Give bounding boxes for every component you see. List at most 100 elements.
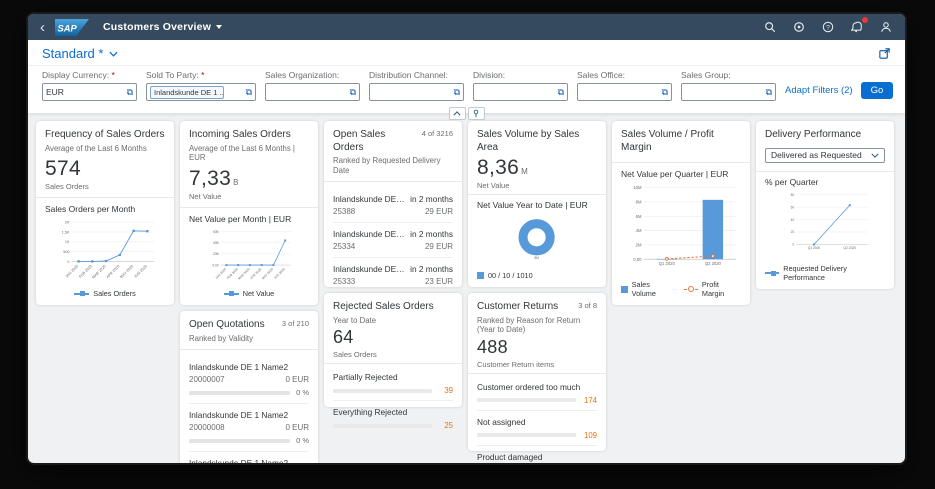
display-currency-input[interactable] [46, 87, 127, 97]
line-chart: 0 20 40 60 80 Q1 2020 Q2 2020 [791, 192, 868, 249]
svg-text:JUN 2020: JUN 2020 [133, 265, 148, 280]
value-help-icon[interactable]: ⧉ [661, 86, 668, 97]
list-item[interactable]: Inlandskunde DE 1 Name2 20000008 0 EUR 0 … [189, 404, 309, 453]
card-open-sales-orders[interactable]: Open Sales Orders 4 of 3216 Ranked by Re… [324, 121, 462, 321]
card-subtitle: Average of the Last 6 Months [45, 143, 147, 153]
list-item[interactable]: Inlandskunde DE 1 Name2 200000090 EUR 0 … [189, 452, 309, 463]
sales-organization-input[interactable] [269, 87, 350, 97]
value-help-icon[interactable]: ⧉ [453, 86, 460, 97]
filter-bar: Standard * Display Currency: * ⧉ Sold To… [28, 40, 905, 120]
svg-text:20: 20 [791, 230, 795, 234]
filter-field-display-currency: Display Currency: * ⧉ [42, 70, 137, 101]
shell-bar: ‹ SAP Customers Overview ? [28, 14, 905, 40]
value-help-icon[interactable]: ⧉ [349, 86, 356, 97]
list-item[interactable]: Inlandskunde DE 1 Nam... 25333 in 2 month… [333, 258, 453, 294]
back-icon[interactable]: ‹ [40, 18, 45, 36]
quotation-name: Inlandskunde DE 1 Name2 [189, 362, 289, 373]
delivery-filter-dropdown[interactable]: Delivered as Requested [765, 147, 885, 163]
bar-track [333, 423, 432, 428]
comparison-row[interactable]: Customer ordered too much 174 [477, 376, 597, 411]
order-id: 25334 [333, 242, 356, 252]
chart-title: Net Value per Month | EUR [189, 213, 292, 224]
order-amount: 29 EUR [424, 207, 453, 217]
app-title[interactable]: Customers Overview [103, 21, 223, 33]
value-help-icon[interactable]: ⧉ [765, 86, 772, 97]
variant-selector[interactable]: Standard * [42, 46, 118, 61]
card-customer-returns[interactable]: Customer Returns 3 of 8 Ranked by Reason… [468, 293, 606, 462]
search-icon[interactable] [763, 20, 777, 34]
quotation-value: 0 EUR [285, 375, 309, 385]
filter-field-distribution-channel: Distribution Channel: ⧉ [369, 70, 464, 101]
comparison-row[interactable]: Everything Rejected 25 [333, 401, 453, 435]
comparison-row[interactable]: Product damaged 103 [477, 446, 597, 463]
help-icon[interactable]: ? [821, 20, 835, 34]
required-mark: * [201, 70, 205, 80]
card-title: Rejected Sales Orders [333, 301, 434, 312]
card-frequency-of-sales-orders[interactable]: Frequency of Sales Orders Average of the… [36, 121, 174, 305]
svg-text:MAY 2020: MAY 2020 [119, 265, 134, 280]
svg-text:1K: 1K [65, 240, 70, 244]
copilot-icon[interactable] [792, 20, 806, 34]
progress-bar [189, 390, 291, 395]
legend-label: Profit Margin [701, 280, 725, 298]
bar-value: 39 [444, 386, 453, 396]
sold-to-party-token[interactable]: Inlandskunde DE 1 ... ✕ [150, 85, 224, 99]
svg-text:Q1 2020: Q1 2020 [808, 245, 821, 249]
legend-line-marker [223, 291, 239, 296]
bar-track [477, 398, 576, 403]
svg-text:MAR 2020: MAR 2020 [237, 267, 251, 281]
svg-text:0: 0 [67, 260, 69, 264]
legend-line-marker [765, 270, 780, 276]
filter-label: Sold To Party: [146, 70, 199, 80]
comparison-row[interactable]: Not assigned 109 [477, 411, 597, 446]
value-help-icon[interactable]: ⧉ [245, 86, 252, 97]
share-icon[interactable] [878, 47, 891, 60]
card-sales-volume-by-sales-area[interactable]: Sales Volume by Sales Area 8,36 M Net Val… [468, 121, 606, 287]
list-item[interactable]: Inlandskunde DE 1 Name2 20000007 0 EUR 0 … [189, 356, 309, 405]
svg-text:8M: 8M [636, 200, 642, 205]
sales-group-input[interactable] [685, 87, 766, 97]
bar-label: Product damaged [477, 451, 543, 462]
card-subtitle: Ranked by Validity [189, 333, 253, 343]
svg-text:Q1 2020: Q1 2020 [659, 261, 676, 266]
value-help-icon[interactable]: ⧉ [126, 86, 133, 97]
list-item[interactable]: Inlandskunde DE 1 Nam... 25334 in 2 month… [333, 223, 453, 259]
value-help-icon[interactable]: ⧉ [557, 86, 564, 97]
card-rejected-sales-orders[interactable]: Rejected Sales Orders Year to Date 64 Sa… [324, 293, 462, 430]
notifications-bell-icon[interactable] [850, 16, 869, 34]
comparison-row[interactable]: Partially Rejected 39 [333, 366, 453, 402]
filter-label: Sales Organization: [265, 70, 340, 80]
svg-text:APR 2020: APR 2020 [106, 265, 121, 280]
svg-text:JUN 2020: JUN 2020 [273, 267, 286, 280]
sales-office-input[interactable] [581, 87, 662, 97]
svg-text:SAP: SAP [58, 23, 78, 33]
card-incoming-sales-orders[interactable]: Incoming Sales Orders Average of the Las… [180, 121, 318, 305]
distribution-channel-input[interactable] [373, 87, 454, 97]
card-subtitle: Ranked by Reason for Return (Year to Dat… [477, 315, 581, 335]
card-open-quotations[interactable]: Open Quotations 3 of 210 Ranked by Valid… [180, 311, 318, 463]
profile-avatar-icon[interactable] [879, 20, 893, 34]
svg-text:?: ? [826, 25, 830, 32]
app-window: ‹ SAP Customers Overview ? [28, 14, 905, 463]
division-input[interactable] [477, 87, 558, 97]
order-name: Inlandskunde DE 1 Nam... [333, 264, 405, 275]
card-title: Customer Returns [477, 301, 559, 312]
svg-text:APR 2020: APR 2020 [249, 267, 262, 280]
pin-header-button[interactable] [467, 107, 485, 120]
chart-title: Sales Orders per Month [45, 204, 136, 215]
card-sales-volume-profit-margin[interactable]: Sales Volume / Profit Margin Net Value p… [612, 121, 750, 305]
quotation-name: Inlandskunde DE 1 Name2 [189, 458, 309, 463]
kpi-label: Sales Orders [333, 350, 377, 360]
go-button[interactable]: Go [860, 82, 894, 99]
svg-text:80: 80 [791, 192, 795, 196]
collapse-header-button[interactable] [448, 107, 466, 120]
card-title: Sales Volume / Profit Margin [621, 129, 714, 153]
adapt-filters-link[interactable]: Adapt Filters (2) [785, 85, 853, 96]
card-title: Delivery Performance [765, 129, 862, 140]
filter-label: Display Currency: [42, 70, 110, 80]
svg-text:8M: 8M [535, 256, 540, 260]
list-item[interactable]: Inlandskunde DE 1 Nam... 25388 in 2 month… [333, 188, 453, 224]
card-delivery-performance[interactable]: Delivery Performance Delivered as Reques… [756, 121, 894, 289]
card-count: 3 of 210 [281, 319, 309, 328]
card-title: Open Quotations [189, 319, 265, 330]
